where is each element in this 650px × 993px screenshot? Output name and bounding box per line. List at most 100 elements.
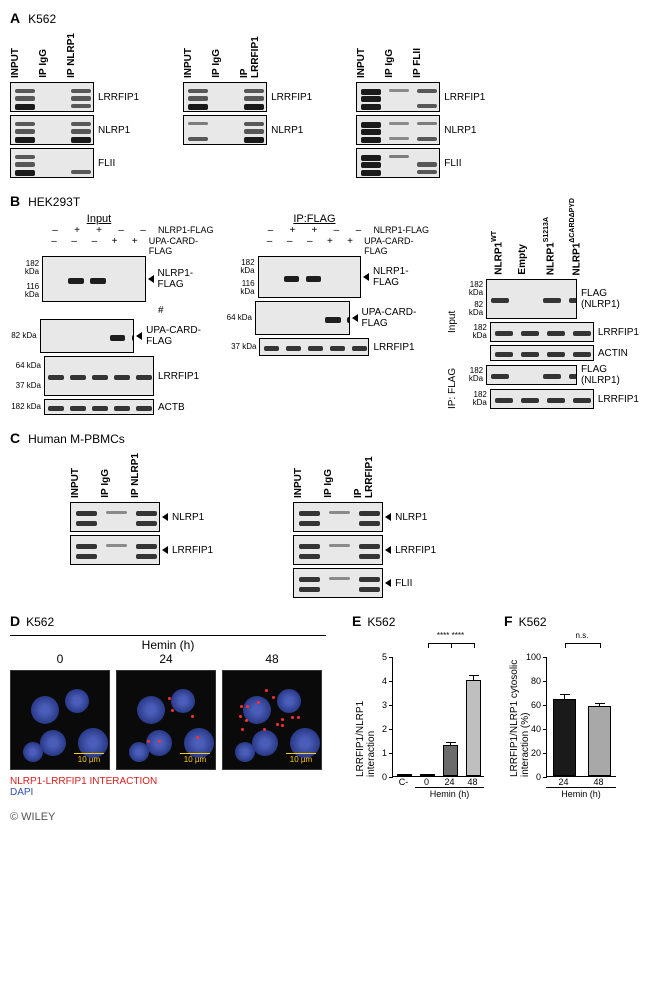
mw-marker: 182 kDa [458,367,483,383]
panel-b-input: Input–++––NLRP1-FLAG–––++UPA-CARD-FLAG18… [10,213,215,418]
condition-val: + [340,236,360,256]
bar [420,774,435,776]
panel-b: B HEK293T Input–++––NLRP1-FLAG–––++UPA-C… [10,193,640,418]
timepoint-label: 0 [10,652,110,666]
condition-val: – [325,225,347,236]
condition-val: + [88,225,110,236]
condition-val: + [320,236,340,256]
lane-header: INPUT [356,46,384,78]
band-arrow-icon [148,275,154,283]
lane-header: INPUT [10,46,38,78]
xtick-label: C- [392,777,415,787]
blot-target-label: NLRP1 [271,125,303,136]
lane-header: INPUT [70,466,100,498]
side-label: IP: FLAG [447,365,458,411]
blot-target-label: LRRFIP1 [598,394,639,405]
panel-c-cell: Human M-PBMCs [28,432,125,446]
ytick-label: 1 [382,748,393,758]
condition-val: + [66,225,88,236]
ytick-label: 40 [531,724,547,734]
panel-e-cell: K562 [367,615,395,629]
copyright: © WILEY [10,811,640,823]
band-arrow-icon [363,273,369,281]
ytick-label: 0 [382,772,393,782]
mw-marker: 37 kDa [225,343,256,351]
blot-box [255,301,350,335]
x-axis-label: Hemin (h) [415,787,484,799]
blot-target-label: LRRFIP1 [98,92,139,103]
lane-header: IP IgG [211,47,239,78]
panel-c: C Human M-PBMCs INPUTIP IgGIP NLRP1NLRP1… [10,430,640,601]
mw-marker: 182 kDa [225,259,254,275]
blot-box [490,322,594,342]
panel-a: A K562 INPUTIP IgGIP NLRP1LRRFIP1NLRP1FL… [10,10,640,181]
condition-val: – [44,225,66,236]
band-arrow-icon [136,332,142,340]
ytick-label: 80 [531,676,547,686]
condition-val: – [84,236,104,256]
microscopy-image: 10 µm [116,670,216,770]
blot-box [10,115,94,145]
panel-e: E K562 LRRFIP1/NLRP1 interaction012345**… [352,613,492,799]
blot-box [258,256,361,298]
band-arrow-icon [385,579,391,587]
condition-name: UPA-CARD-FLAG [364,236,431,256]
condition-val: + [104,236,124,256]
ytick-label: 100 [526,652,547,662]
panel-c-label: C [10,430,20,446]
condition-val: – [347,225,369,236]
blot-box [293,568,383,598]
panel-b-label: B [10,193,20,209]
blot-box [70,502,160,532]
condition-val: – [64,236,84,256]
blot-box [293,502,383,532]
condition-val: – [44,236,64,256]
blot-group: INPUTIP IgGIP LRRFIP1LRRFIP1NLRP1 [183,30,312,181]
xtick-label: 24 [438,777,461,787]
ytick-label: 60 [531,700,547,710]
subpanel-title: IP:FLAG [259,213,369,225]
mw-marker: 116 kDa [225,280,254,296]
condition-val: + [125,236,145,256]
blot-target-label: NLRP1 [444,125,476,136]
mw-marker: 182 kDa [10,403,41,411]
lane-header: NLRP1ΔCARDΔPYD [569,196,595,275]
panel-a-label: A [10,10,20,26]
bar-chart: LRRFIP1/NLRP1 cytosolic interaction (%)0… [546,657,634,799]
condition-val: – [132,225,154,236]
hash-note: # [158,305,164,316]
panel-f: F K562 LRRFIP1/NLRP1 cytosolic interacti… [504,613,634,799]
bar [588,706,611,776]
condition-val: + [281,225,303,236]
lane-header: IP NLRP1 [130,451,160,498]
y-axis-label: LRRFIP1/NLRP1 cytosolic interaction (%) [509,657,531,777]
microscopy-image: 10 µm [222,670,322,770]
blot-box [44,399,154,415]
lane-header: IP FLII [412,46,440,78]
lane-header: IP LRRFIP1 [353,450,383,498]
xtick-label: 48 [581,777,616,787]
lane-header: NLRP1S1213A [543,215,569,275]
lane-header: IP IgG [100,467,130,498]
band-arrow-icon [162,546,168,554]
condition-name: NLRP1-FLAG [158,225,214,236]
lane-header: INPUT [293,466,323,498]
microscopy-image: 10 µm [10,670,110,770]
subpanel-title: Input [44,213,154,225]
timepoint-label: 24 [116,652,216,666]
bar [443,745,458,776]
blot-target-label: LRRFIP1 [373,342,414,353]
panel-b-cell: HEK293T [28,195,80,209]
panel-a-cell: K562 [28,12,56,26]
blot-box [44,356,154,396]
x-axis-label: Hemin (h) [546,787,616,799]
blot-target-label: FLII [444,158,461,169]
mw-marker: 37 kDa [10,382,41,390]
bar [466,680,481,776]
blot-target-label: FLAG (NLRP1) [581,364,640,386]
blot-box [183,115,267,145]
blot-target-label: LRRFIP1 [271,92,312,103]
blot-group: INPUTIP IgGIP NLRP1NLRP1LRRFIP1 [70,450,213,601]
mw-marker: 64 kDa [10,362,41,370]
blot-target-label: LRRFIP1 [444,92,485,103]
